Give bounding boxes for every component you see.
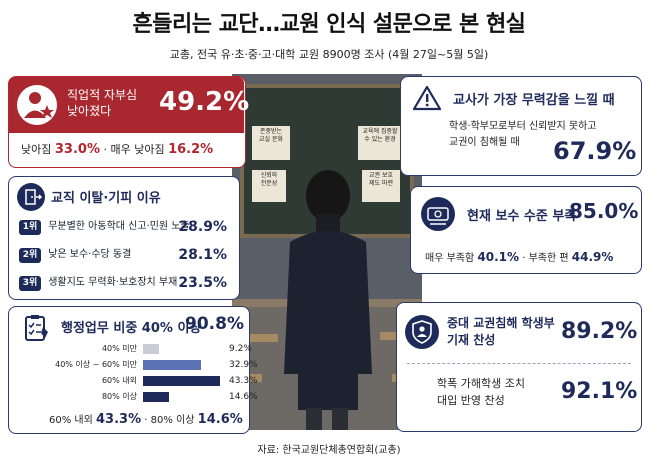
reason-value: 28.1% (178, 247, 227, 263)
admin-bar-value: 43.3% (229, 376, 258, 386)
pride-detail-a-label: 낮아짐 (21, 143, 52, 156)
admission-value: 92.1% (561, 379, 638, 404)
reason-value: 23.5% (178, 275, 227, 291)
record-divider (407, 363, 631, 364)
clipboard-icon (21, 313, 51, 343)
pride-detail-sep: · (103, 143, 107, 156)
note-4: 교권 보호 제도 마련 (362, 170, 400, 202)
pay-card: 현재 보수 수준 부족 85.0% 매우 부족함 40.1% · 부족한 편 4… (410, 186, 642, 274)
note-1: 존중받는 교실 문화 (252, 126, 290, 160)
note-2: 교육에 집중할 수 있는 환경 (358, 126, 402, 160)
note-3: 신뢰와 전문성 (252, 170, 286, 202)
pay-detail: 매우 부족함 40.1% · 부족한 편 44.9% (425, 249, 613, 264)
reason-rank: 1위 (19, 220, 41, 235)
pay-detail-a-value: 40.1% (477, 250, 520, 264)
exit-door-icon (17, 183, 45, 211)
powerless-desc: 학생·학부모로부터 신뢰받지 못하고 교권이 침해될 때 (449, 121, 597, 148)
admin-bar-label: 40% 이상 ~ 60% 미만 (55, 360, 137, 369)
reason-label: 생활지도 무력화·보호장치 부재 (48, 277, 178, 288)
pay-detail-sep: · (522, 253, 526, 264)
admin-bar (143, 360, 202, 370)
reason-rank: 2위 (19, 248, 41, 263)
record-title: 중대 교권침해 학생부 기재 찬성 (447, 316, 555, 347)
admin-bar-value: 32.9% (229, 360, 258, 370)
pride-detail-b-label: 매우 낮아짐 (110, 143, 165, 156)
admin-footer-a-value: 43.3% (96, 412, 142, 427)
pay-title: 현재 보수 수준 부족 (467, 209, 577, 224)
admin-footer-b-value: 14.6% (197, 412, 243, 427)
admin-bar (143, 376, 220, 386)
pay-value: 85.0% (569, 199, 639, 223)
page-subtitle: 교총, 전국 유·초·중·고·대학 교원 8900명 조사 (4월 27일~5월… (169, 48, 489, 61)
admin-card: 행정업무 비중 40% 이상 90.8% 40% 미만 9.2% 40% 이상 ~ … (8, 306, 258, 434)
admin-bar-value: 14.6% (229, 392, 258, 402)
warning-icon (412, 85, 442, 111)
shield-person-icon (405, 315, 439, 349)
admission-title: 학폭 가해학생 조치 대입 반영 찬성 (437, 377, 525, 407)
admin-bar-label: 80% 이상 (101, 392, 137, 401)
page-title: 흔들리는 교단…교원 인식 설문으로 본 현실 (132, 12, 526, 37)
pride-detail: 낮아짐 33.0% · 매우 낮아짐 16.2% (21, 141, 213, 157)
admin-footer-a-label: 60% 내외 (49, 415, 93, 426)
admin-bar-value: 9.2% (229, 344, 252, 354)
teacher-star-icon (17, 85, 57, 125)
money-icon (421, 197, 455, 231)
powerless-title: 교사가 가장 무력감을 느낄 때 (453, 93, 615, 108)
reason-row: 2위 낮은 보수·수당 동결 28.1% (19, 245, 227, 265)
reason-value: 28.9% (178, 219, 227, 235)
source-note: 자료: 한국교원단체총연합회(교총) (257, 445, 401, 456)
pride-detail-a-value: 33.0% (54, 142, 100, 157)
reasons-title: 교직 이탈·기피 이유 (51, 191, 161, 206)
admin-bar-chart: 40% 미만 9.2% 40% 이상 ~ 60% 미만 32.9% 60% 내외 43.3… (9, 337, 258, 403)
admin-bar (143, 392, 169, 402)
reason-rank: 3위 (19, 276, 41, 291)
pride-value: 49.2% (159, 87, 250, 117)
record-value: 89.2% (561, 319, 638, 344)
pay-detail-b-value: 44.9% (571, 250, 614, 264)
admin-bar-label: 40% 미만 (101, 344, 137, 353)
powerless-value: 67.9% (553, 137, 637, 165)
admin-footer: 60% 내외 43.3% · 80% 이상 14.6% (49, 411, 243, 427)
record-card: 중대 교권침해 학생부 기재 찬성 89.2% 학폭 가해학생 조치 대입 반영… (396, 302, 642, 432)
powerless-card: 교사가 가장 무력감을 느낄 때 학생·학부모로부터 신뢰받지 못하고 교권이 … (400, 76, 642, 176)
admin-bar-label: 60% 내외 (101, 376, 137, 385)
pride-card: 직업적 자부심 낮아졌다 49.2% 낮아짐 33.0% · 매우 낮아짐 16… (8, 76, 250, 168)
pay-detail-b-label: 부족한 편 (528, 253, 569, 264)
pride-detail-b-value: 16.2% (168, 142, 214, 157)
admin-footer-b-label: 80% 이상 (150, 415, 195, 426)
reasons-card: 교직 이탈·기피 이유 1위 무분별한 아동학대 신고·민원 노출 28.9% … (8, 176, 240, 300)
reason-label: 무분별한 아동학대 신고·민원 노출 (48, 221, 190, 232)
reason-row: 3위 생활지도 무력화·보호장치 부재 23.5% (19, 273, 227, 293)
reason-label: 낮은 보수·수당 동결 (48, 249, 132, 260)
reason-row: 1위 무분별한 아동학대 신고·민원 노출 28.9% (19, 217, 227, 237)
pride-label: 직업적 자부심 낮아졌다 (67, 88, 138, 118)
admin-value: 90.8% (185, 314, 244, 334)
admin-title: 행정업무 비중 40% 이상 (61, 321, 202, 336)
admin-footer-sep: · (144, 415, 148, 426)
admin-bar (143, 344, 160, 354)
teacher-illustration: 존중받는 교실 문화 교육에 집중할 수 있는 환경 신뢰와 전문성 교권 보호… (232, 74, 422, 430)
pay-detail-a-label: 매우 부족함 (425, 253, 475, 264)
